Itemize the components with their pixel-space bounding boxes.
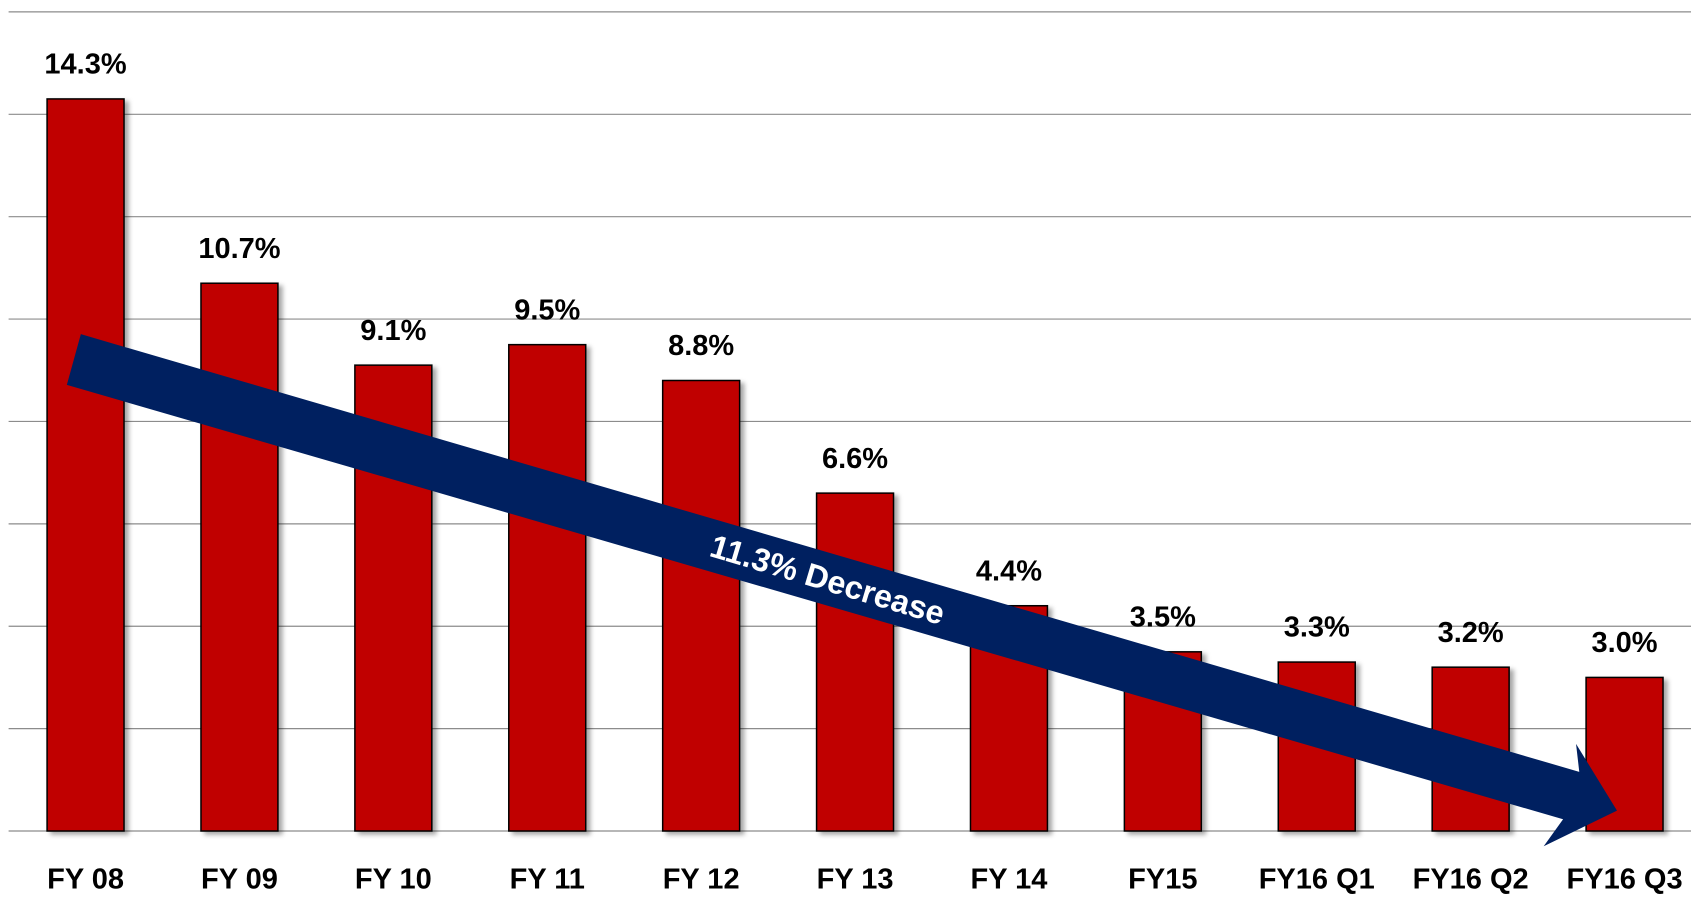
value-label: 3.2% [1438,617,1504,649]
x-tick-label: FY 09 [201,864,278,896]
value-label: 3.3% [1284,612,1350,644]
x-tick-label: FY15 [1128,864,1197,896]
bar [46,98,125,832]
value-label: 3.5% [1130,601,1196,633]
x-tick-label: FY 11 [510,864,585,896]
x-tick-label: FY 08 [47,864,124,896]
x-tick-label: FY16 Q3 [1567,864,1683,896]
x-tick-label: FY 14 [971,864,1048,896]
trend-arrow [66,334,1618,847]
x-tick-label: FY16 Q1 [1259,864,1375,896]
x-tick-label: FY 12 [663,864,740,896]
value-label: 9.5% [514,294,580,326]
x-tick-label: FY16 Q2 [1413,864,1529,896]
value-label: 10.7% [198,233,280,265]
value-label: 9.1% [360,315,426,347]
value-label: 8.8% [668,330,734,362]
value-label: 3.0% [1591,627,1657,659]
value-label: 6.6% [822,443,888,475]
bar [508,343,587,832]
value-label: 4.4% [976,555,1042,587]
bar [815,492,895,832]
x-tick-label: FY 13 [817,864,894,896]
value-label: 14.3% [44,49,126,81]
bar [200,282,279,832]
x-tick-label: FY 10 [355,864,432,896]
bar [661,379,741,832]
